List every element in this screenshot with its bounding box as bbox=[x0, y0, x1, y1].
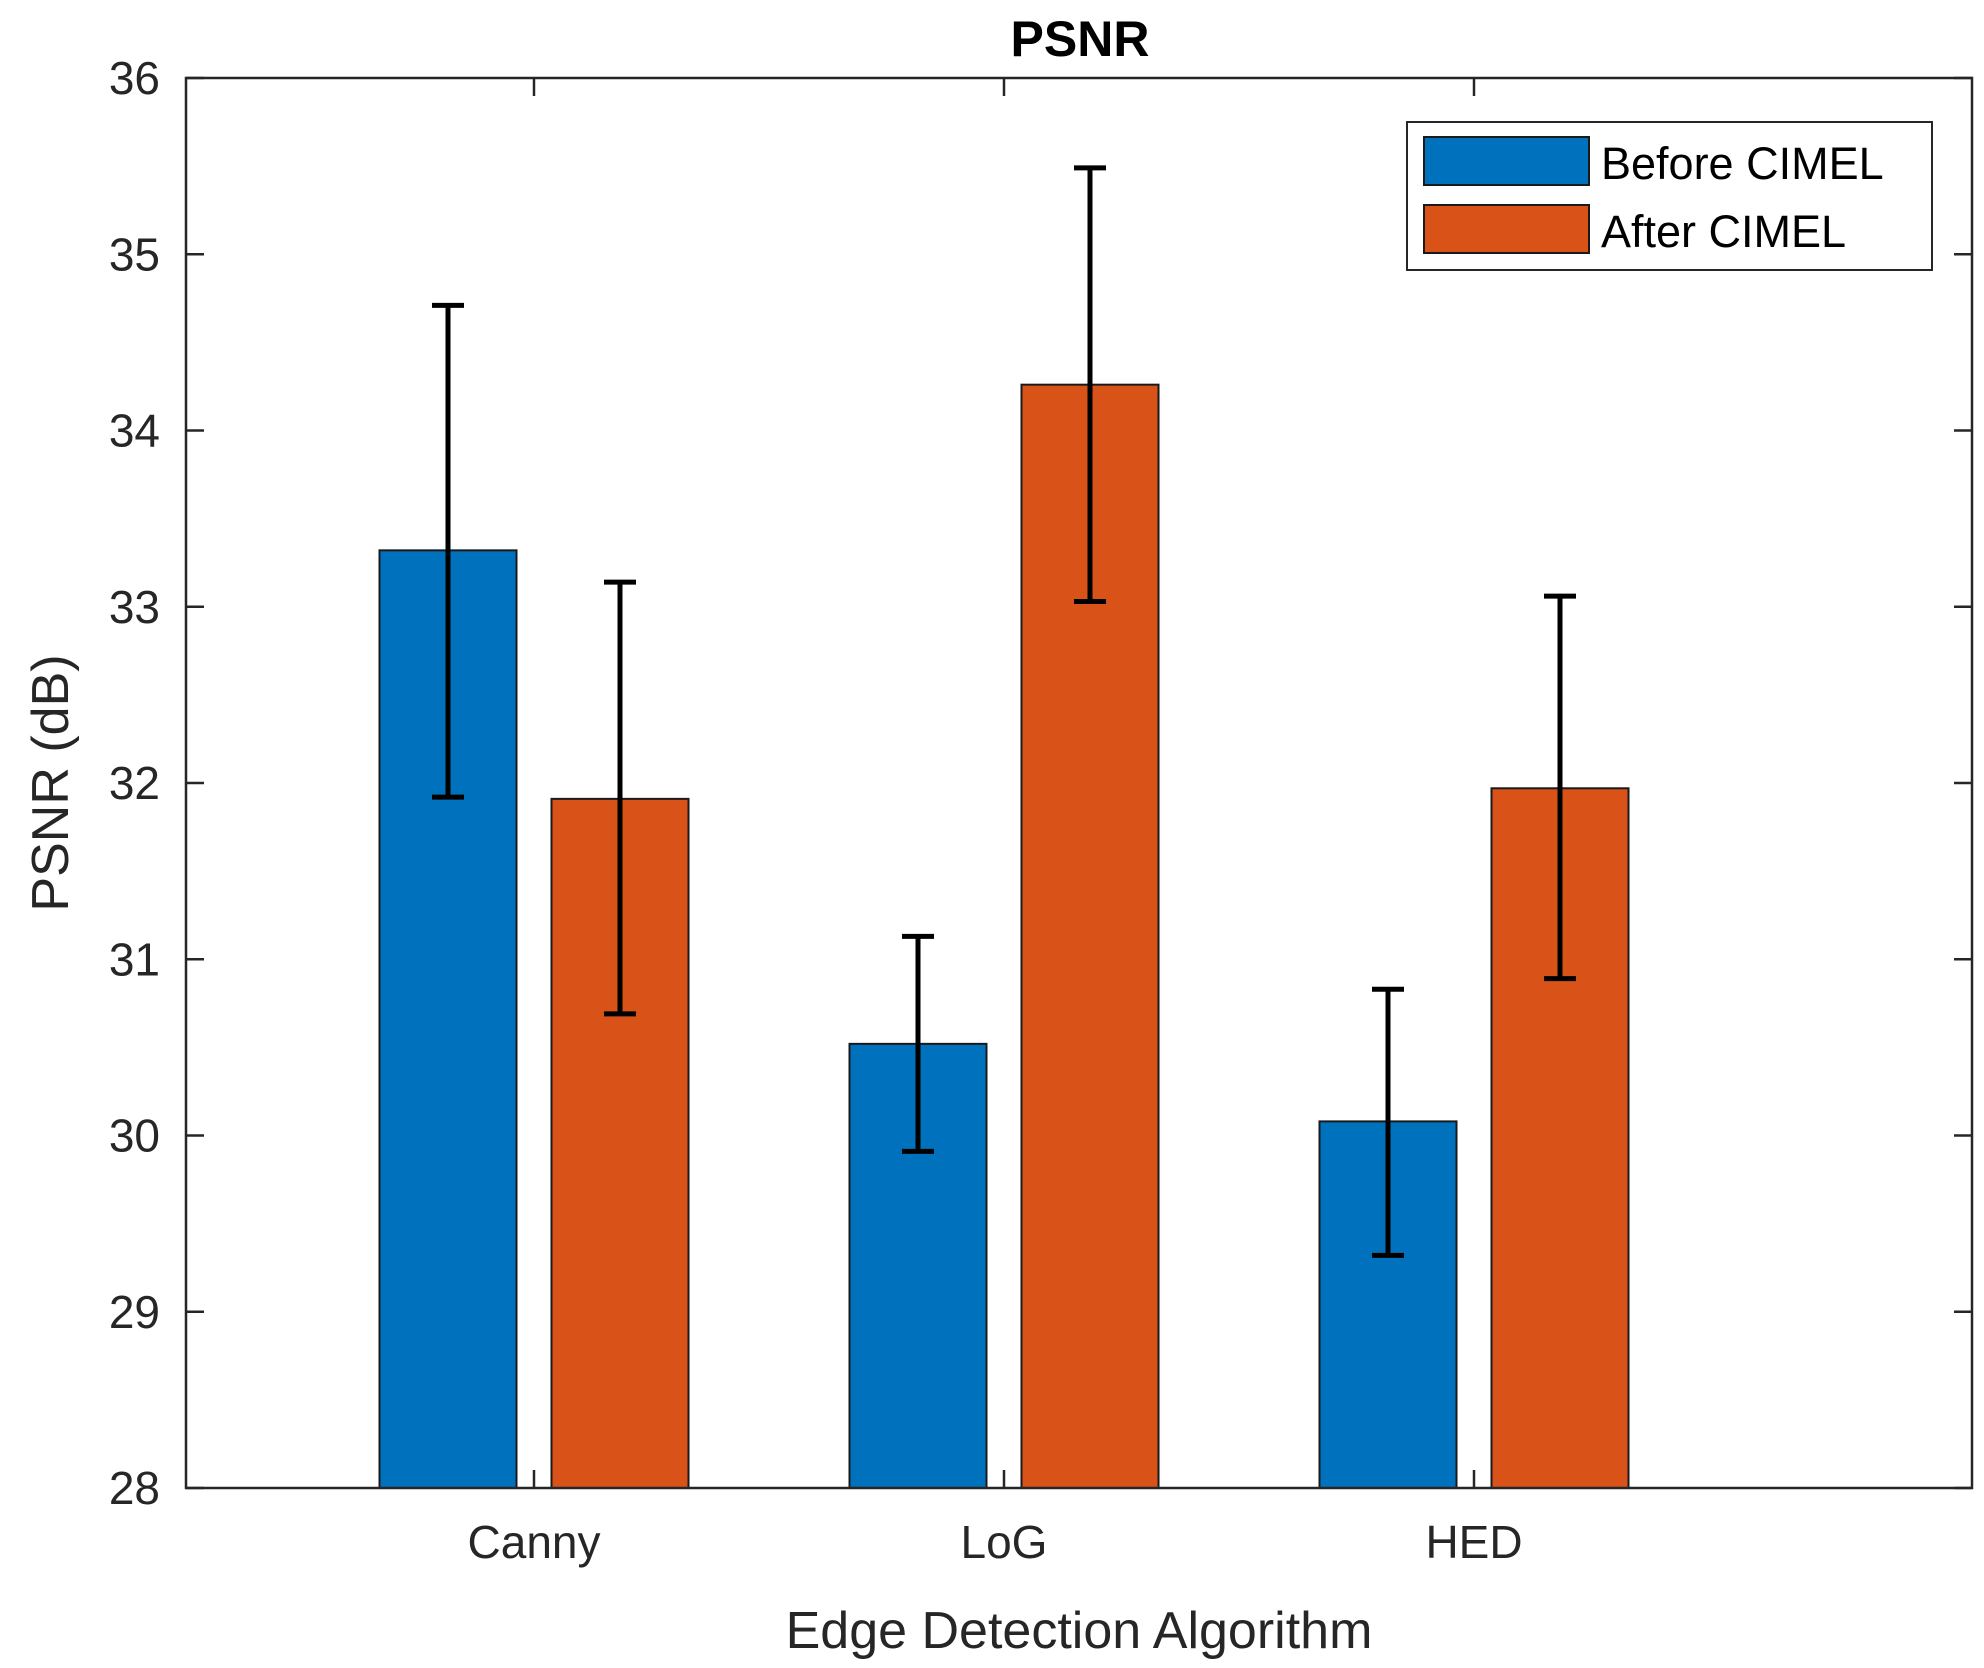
legend-swatch-before bbox=[1423, 136, 1590, 186]
legend-swatch-after bbox=[1423, 204, 1590, 254]
legend-label-before: Before CIMEL bbox=[1601, 138, 1884, 189]
y-tick-label: 35 bbox=[109, 228, 160, 280]
legend-label-after: After CIMEL bbox=[1601, 206, 1846, 257]
y-tick-label: 34 bbox=[109, 405, 160, 457]
error-bar-canny-before bbox=[432, 302, 464, 800]
chart-title: PSNR bbox=[1011, 11, 1150, 67]
error-bars-group bbox=[432, 165, 1576, 1258]
y-tick-labels: 28 29 30 31 32 33 34 35 36 bbox=[109, 52, 160, 1514]
y-tick-label: 36 bbox=[109, 52, 160, 104]
x-tick-labels: Canny LoG HED bbox=[468, 1516, 1523, 1568]
error-bar-hed-before bbox=[1372, 986, 1404, 1258]
x-tick-label-log: LoG bbox=[961, 1516, 1048, 1568]
bars-group bbox=[378, 383, 1630, 1490]
error-bar-canny-after bbox=[604, 579, 636, 1017]
y-tick-label: 28 bbox=[109, 1462, 160, 1514]
y-axis-label: PSNR (dB) bbox=[22, 654, 80, 911]
axis-ticks-group bbox=[186, 76, 1972, 1490]
x-tick-label-canny: Canny bbox=[468, 1516, 601, 1568]
error-bar-hed-after bbox=[1544, 593, 1576, 982]
y-tick-label: 29 bbox=[109, 1286, 160, 1338]
x-axis-label: Edge Detection Algorithm bbox=[786, 1602, 1373, 1660]
error-bar-log-after bbox=[1074, 165, 1106, 604]
legend: Before CIMEL After CIMEL bbox=[1406, 121, 1933, 271]
x-tick-label-hed: HED bbox=[1425, 1516, 1522, 1568]
error-bar-log-before bbox=[902, 933, 934, 1154]
y-tick-label: 32 bbox=[109, 757, 160, 809]
y-tick-label: 31 bbox=[109, 933, 160, 985]
y-tick-label: 30 bbox=[109, 1110, 160, 1162]
y-tick-label: 33 bbox=[109, 581, 160, 633]
